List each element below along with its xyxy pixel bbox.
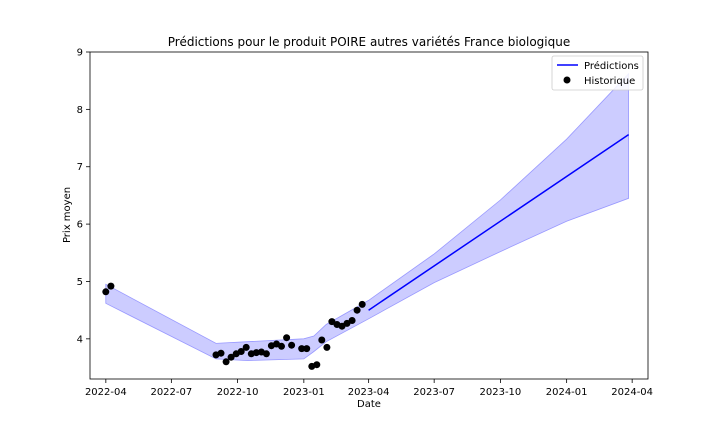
x-tick-label: 2022-10 (217, 387, 259, 398)
historique-point (348, 317, 356, 324)
legend-label-historique: Historique (584, 76, 635, 87)
historique-point (323, 343, 331, 351)
historique-point (262, 350, 270, 358)
y-tick-label: 8 (77, 105, 83, 116)
historique-point (313, 361, 321, 369)
legend-dot-marker (563, 76, 571, 84)
historique-point (102, 288, 110, 296)
x-tick-label: 2023-04 (348, 387, 390, 398)
y-tick-label: 5 (77, 277, 83, 288)
chart-title: Prédictions pour le produit POIRE autres… (168, 35, 570, 49)
x-axis-label: Date (357, 399, 381, 410)
historique-point (107, 282, 115, 290)
historique-point (318, 336, 326, 344)
y-axis: 4 5 6 7 8 9 (77, 48, 90, 345)
x-tick-label: 2023-07 (413, 387, 455, 398)
x-tick-label: 2022-07 (150, 387, 192, 398)
historique-point (227, 353, 235, 361)
y-axis-label: Prix moyen (62, 187, 73, 243)
historique-point (252, 349, 260, 357)
legend-label-predictions: Prédictions (584, 60, 639, 72)
historique-point (278, 342, 285, 350)
prediction-line (368, 133, 630, 311)
historique-point (283, 334, 291, 342)
y-tick-label: 9 (77, 48, 83, 59)
predictions-series (368, 133, 630, 311)
historique-point (288, 341, 296, 349)
legend: Prédictions Historique (551, 55, 644, 91)
historique-point (242, 343, 250, 351)
y-tick-label: 7 (77, 162, 83, 173)
historique-point (343, 319, 351, 327)
historique-point (237, 348, 245, 355)
y-tick-label: 6 (77, 220, 83, 231)
y-tick-label: 4 (77, 334, 83, 345)
plot-area (89, 51, 649, 380)
historique-point (303, 345, 311, 353)
x-tick-label: 2024-01 (546, 387, 588, 398)
historique-point (222, 358, 230, 366)
x-tick-label: 2022-04 (85, 387, 127, 398)
prediction-interval-band (105, 72, 629, 362)
historique-point (217, 349, 225, 357)
historique-point (358, 300, 366, 308)
historique-point (328, 318, 336, 326)
x-tick-label: 2023-10 (480, 387, 522, 398)
historique-point (298, 345, 306, 353)
historique-point (353, 306, 361, 314)
historique-series (102, 282, 366, 370)
x-axis: 2022-04 2022-07 2022-10 2023-01 2023-04 2023-… (85, 379, 653, 398)
x-tick-label: 2023-01 (283, 387, 325, 398)
x-tick-label: 2024-04 (611, 387, 653, 398)
